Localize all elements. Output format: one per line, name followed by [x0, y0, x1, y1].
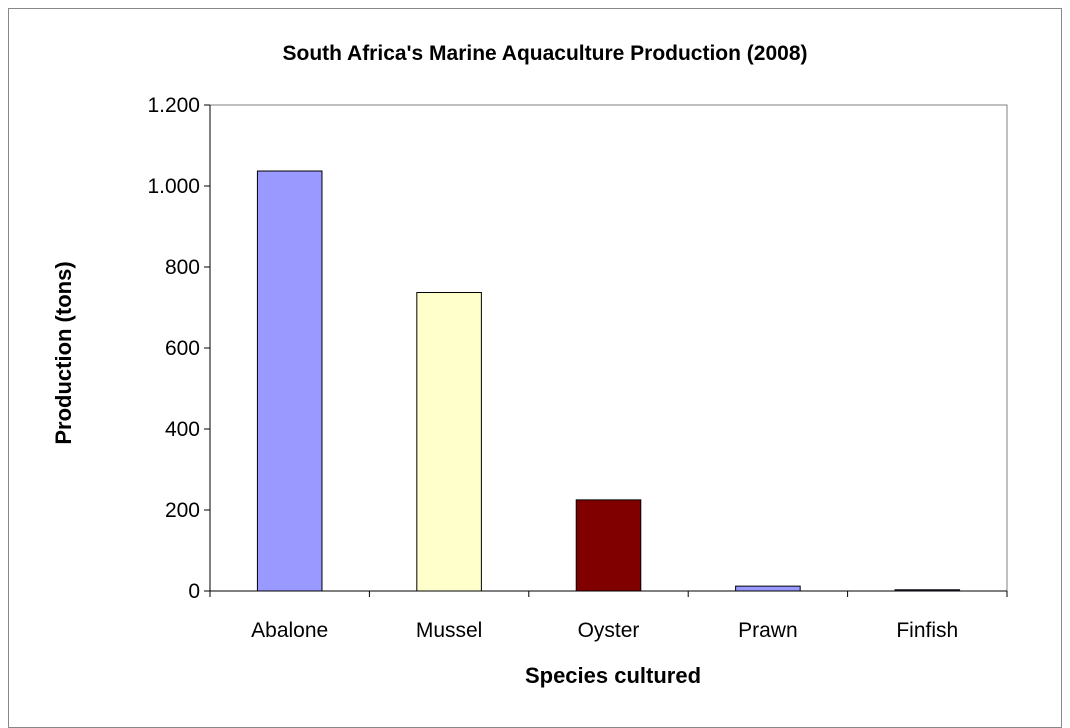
x-tick-label: Oyster [578, 619, 640, 642]
x-tick-label: Mussel [416, 619, 483, 642]
x-tick-label: Finfish [896, 619, 958, 642]
y-axis-ticks: 0 200 400 600 800 1.000 1.200 [147, 94, 210, 603]
bar-oyster [575, 499, 642, 592]
y-tick-label: 400 [165, 418, 200, 441]
x-tick-label: Prawn [738, 619, 798, 642]
x-axis-ticks: Abalone Mussel Oyster Prawn Finfish [209, 591, 1008, 642]
bar-mussel [416, 292, 482, 592]
bar-prawn [735, 585, 801, 592]
y-tick-label: 1.000 [147, 175, 200, 198]
bar-abalone [256, 170, 323, 592]
y-tick-label: 800 [165, 256, 200, 279]
chart-title: South Africa's Marine Aquaculture Produc… [282, 42, 807, 65]
y-tick-label: 1.200 [147, 94, 200, 117]
x-axis-title: Species cultured [525, 663, 701, 688]
x-tick-label: Abalone [251, 619, 328, 642]
y-tick-label: 0 [188, 580, 200, 603]
y-axis-title: Production (tons) [51, 261, 76, 444]
y-tick-label: 600 [165, 337, 200, 360]
bars-group [256, 170, 961, 592]
bar-chart: South Africa's Marine Aquaculture Produc… [51, 42, 1008, 688]
y-tick-label: 200 [165, 499, 200, 522]
